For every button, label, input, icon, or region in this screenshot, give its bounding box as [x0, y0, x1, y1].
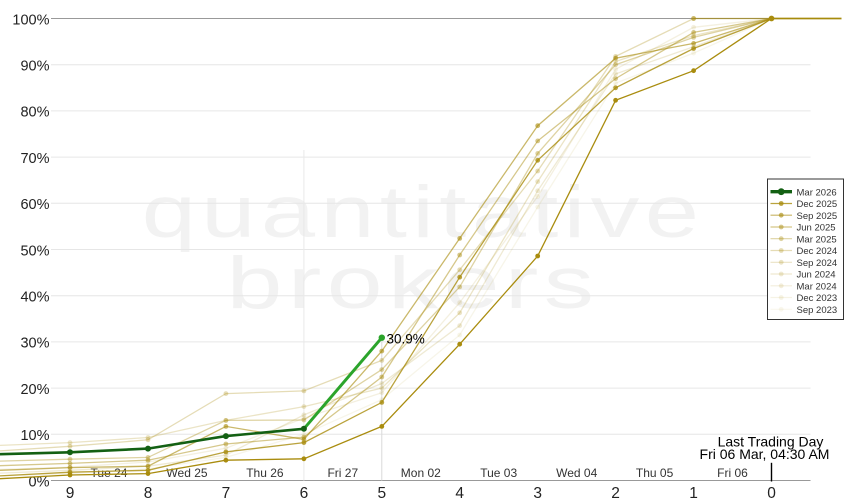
- svg-text:Mar 2025: Mar 2025: [797, 234, 837, 245]
- svg-text:Fri 27: Fri 27: [327, 466, 358, 480]
- svg-text:Thu 05: Thu 05: [636, 466, 674, 480]
- svg-text:Dec 2025: Dec 2025: [797, 199, 838, 210]
- svg-text:Wed 04: Wed 04: [556, 466, 597, 480]
- svg-text:Sep 2024: Sep 2024: [797, 258, 838, 269]
- svg-text:4: 4: [455, 485, 464, 500]
- svg-text:Last Trading Day: Last Trading Day: [718, 434, 824, 450]
- svg-text:10%: 10%: [20, 428, 49, 444]
- svg-text:9: 9: [66, 485, 75, 500]
- svg-text:Thu 26: Thu 26: [246, 466, 284, 480]
- svg-text:Fri 06 Mar, 04:30 AM: Fri 06 Mar, 04:30 AM: [700, 446, 830, 462]
- svg-text:70%: 70%: [20, 151, 49, 167]
- svg-text:30%: 30%: [20, 336, 49, 352]
- svg-text:30.9%: 30.9%: [387, 332, 425, 347]
- svg-text:Jun 2024: Jun 2024: [797, 270, 836, 281]
- svg-text:Jun 2025: Jun 2025: [797, 223, 836, 234]
- svg-text:50%: 50%: [20, 243, 49, 259]
- svg-text:60%: 60%: [20, 197, 49, 213]
- svg-text:Sep 2025: Sep 2025: [797, 211, 838, 222]
- svg-text:Mar 2026: Mar 2026: [797, 187, 837, 198]
- svg-text:1: 1: [689, 485, 698, 500]
- svg-text:brokers: brokers: [227, 242, 600, 324]
- svg-text:Tue 03: Tue 03: [480, 466, 517, 480]
- svg-text:Dec 2023: Dec 2023: [797, 293, 838, 304]
- svg-text:Mon 02: Mon 02: [401, 466, 441, 480]
- svg-text:40%: 40%: [20, 290, 49, 306]
- svg-text:3: 3: [533, 485, 542, 500]
- svg-text:2: 2: [611, 485, 620, 500]
- svg-text:80%: 80%: [20, 105, 49, 121]
- svg-text:Tue 24: Tue 24: [91, 466, 128, 480]
- svg-text:7: 7: [222, 485, 231, 500]
- svg-text:Wed 25: Wed 25: [166, 466, 207, 480]
- svg-text:Dec 2024: Dec 2024: [797, 246, 838, 257]
- svg-text:5: 5: [377, 485, 386, 500]
- svg-text:6: 6: [300, 485, 309, 500]
- svg-text:0: 0: [767, 485, 776, 500]
- svg-text:100%: 100%: [12, 12, 49, 28]
- svg-text:20%: 20%: [20, 382, 49, 398]
- svg-text:quantitative: quantitative: [142, 172, 705, 253]
- svg-text:Fri 06: Fri 06: [717, 466, 748, 480]
- svg-text:8: 8: [144, 485, 153, 500]
- svg-text:90%: 90%: [20, 59, 49, 75]
- svg-text:Mar 2024: Mar 2024: [797, 281, 837, 292]
- svg-text:Sep 2023: Sep 2023: [797, 305, 838, 316]
- svg-text:0%: 0%: [29, 474, 50, 490]
